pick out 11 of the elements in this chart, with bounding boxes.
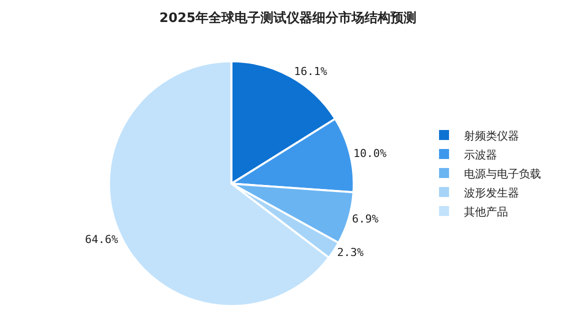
data-label: 10.0% (353, 147, 387, 160)
chart-title: 2025年全球电子测试仪器细分市场结构预测 (159, 10, 417, 26)
data-label: 16.1% (294, 65, 328, 78)
legend-label: 射频类仪器 (464, 129, 520, 142)
legend-label: 电源与电子负载 (464, 167, 542, 180)
legend-label: 波形发生器 (464, 186, 520, 200)
legend-label: 示波器 (464, 148, 498, 162)
data-label: 64.6% (85, 232, 119, 246)
legend-label: 其他产品 (464, 205, 508, 218)
data-label: 2.3% (337, 246, 364, 259)
data-label: 6.9% (352, 212, 379, 226)
